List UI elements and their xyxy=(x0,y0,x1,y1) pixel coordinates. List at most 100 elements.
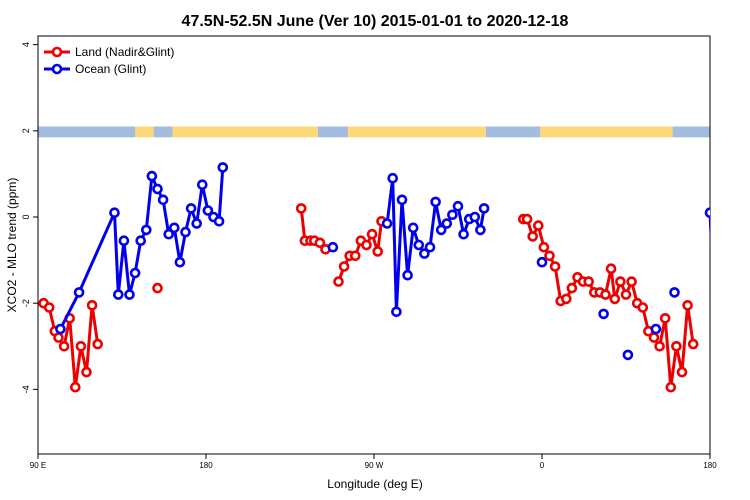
ocean-point-10 xyxy=(152,183,163,195)
land-point-23 xyxy=(361,239,372,251)
ocean-point-38 xyxy=(458,228,469,240)
land-point-4 xyxy=(58,340,70,352)
land-point-10 xyxy=(92,338,103,350)
land-point-28 xyxy=(521,213,533,225)
land-point-32 xyxy=(544,250,555,262)
land-point-18 xyxy=(333,276,344,287)
ocean-line-0 xyxy=(59,167,225,330)
ocean-point-32 xyxy=(424,241,436,253)
land-point-45 xyxy=(615,276,626,287)
band-ocean-3 xyxy=(486,126,541,138)
legend-label-land: Land (Nadir&Glint) xyxy=(75,45,174,59)
ocean-point-9 xyxy=(146,170,158,182)
ocean-point-21 xyxy=(213,216,225,227)
band-ocean-2 xyxy=(318,126,348,138)
land-point-35 xyxy=(560,293,572,305)
ocean-point-30 xyxy=(413,239,425,251)
ocean-point-45 xyxy=(622,349,634,361)
y-tick-label-2: 0 xyxy=(21,214,31,219)
land-point-31 xyxy=(538,241,550,253)
land-point-3 xyxy=(53,332,64,343)
land-point-21 xyxy=(349,250,361,262)
ocean-point-2 xyxy=(109,207,120,218)
land-point-9 xyxy=(86,299,98,311)
legend: Land (Nadir&Glint) Ocean (Glint) xyxy=(44,45,174,76)
ocean-point-0 xyxy=(55,323,66,335)
land-point-49 xyxy=(637,302,649,313)
ocean-point-14 xyxy=(174,256,186,268)
ocean-point-35 xyxy=(441,218,453,229)
ocean-point-4 xyxy=(118,235,130,246)
ocean-point-18 xyxy=(197,179,208,190)
x-tick-label-1: 180 xyxy=(199,461,213,470)
ocean-point-44 xyxy=(598,308,609,320)
ocean-point-40 xyxy=(469,211,481,223)
land-point-46 xyxy=(620,289,632,300)
y-axis-label: XCO2 - MLO trend (ppm) xyxy=(5,178,19,313)
ocean-point-42 xyxy=(478,203,490,214)
ocean-point-47 xyxy=(669,287,680,298)
ocean-point-36 xyxy=(447,209,458,221)
ocean-point-16 xyxy=(185,203,197,214)
axes: 90 E 180 90 W 0 180 -4 -2 0 2 4 xyxy=(21,42,717,470)
ocean-point-26 xyxy=(391,306,402,318)
ocean-point-33 xyxy=(430,196,441,208)
land-point-1 xyxy=(43,302,55,313)
ocean-point-15 xyxy=(180,226,191,238)
ocean-point-48 xyxy=(704,207,710,218)
land-point-33 xyxy=(549,261,561,272)
land-point-57 xyxy=(682,299,693,311)
land-point-24 xyxy=(366,228,378,240)
land-point-39 xyxy=(583,276,595,287)
land-point-8 xyxy=(81,366,92,378)
land-point-52 xyxy=(654,340,665,352)
ocean-point-28 xyxy=(402,269,413,281)
land-point-51 xyxy=(648,332,660,343)
chart-title: 47.5N-52.5N June (Ver 10) 2015-01-01 to … xyxy=(182,13,569,30)
band-land xyxy=(38,126,710,138)
ocean-point-24 xyxy=(381,218,393,229)
ocean-point-46 xyxy=(650,323,662,335)
ocean-point-37 xyxy=(452,200,464,212)
ocean-point-34 xyxy=(435,224,447,236)
land-line-4 xyxy=(523,217,695,389)
ocean-point-8 xyxy=(141,224,152,236)
ocean-point-7 xyxy=(135,235,146,246)
ocean-point-5 xyxy=(124,289,135,300)
surface-band xyxy=(38,126,710,138)
ocean-point-25 xyxy=(387,172,399,184)
land-point-43 xyxy=(605,263,617,275)
land-point-29 xyxy=(527,231,539,242)
land-point-47 xyxy=(626,276,637,287)
land-point-11 xyxy=(152,282,163,294)
land-point-58 xyxy=(687,338,699,350)
x-tick-label-4: 180 xyxy=(703,461,717,470)
ocean-point-22 xyxy=(217,162,229,173)
land-point-42 xyxy=(600,289,611,300)
land-point-54 xyxy=(665,381,677,393)
ocean-point-29 xyxy=(407,222,419,234)
legend-marker-land xyxy=(51,46,63,58)
ocean-point-13 xyxy=(169,222,180,234)
land-point-25 xyxy=(372,246,384,257)
land-point-6 xyxy=(70,381,81,393)
x-axis-label: Longitude (deg E) xyxy=(327,477,422,491)
land-point-44 xyxy=(609,293,621,305)
ocean-point-41 xyxy=(475,224,486,236)
ocean-point-27 xyxy=(396,194,408,206)
y-tick-label-1: -2 xyxy=(21,299,31,307)
legend-marker-ocean xyxy=(51,63,63,75)
ocean-point-43 xyxy=(536,256,548,268)
land-point-30 xyxy=(532,220,544,231)
series-land xyxy=(38,203,699,393)
x-tick-label-0: 90 E xyxy=(30,461,46,470)
ocean-point-19 xyxy=(202,205,214,216)
land-point-7 xyxy=(75,340,87,352)
land-point-12 xyxy=(295,203,307,214)
ocean-point-23 xyxy=(327,241,339,253)
ocean-point-6 xyxy=(129,267,141,279)
series-ocean xyxy=(55,162,710,361)
band-ocean-0 xyxy=(38,126,136,138)
land-point-56 xyxy=(676,366,688,378)
